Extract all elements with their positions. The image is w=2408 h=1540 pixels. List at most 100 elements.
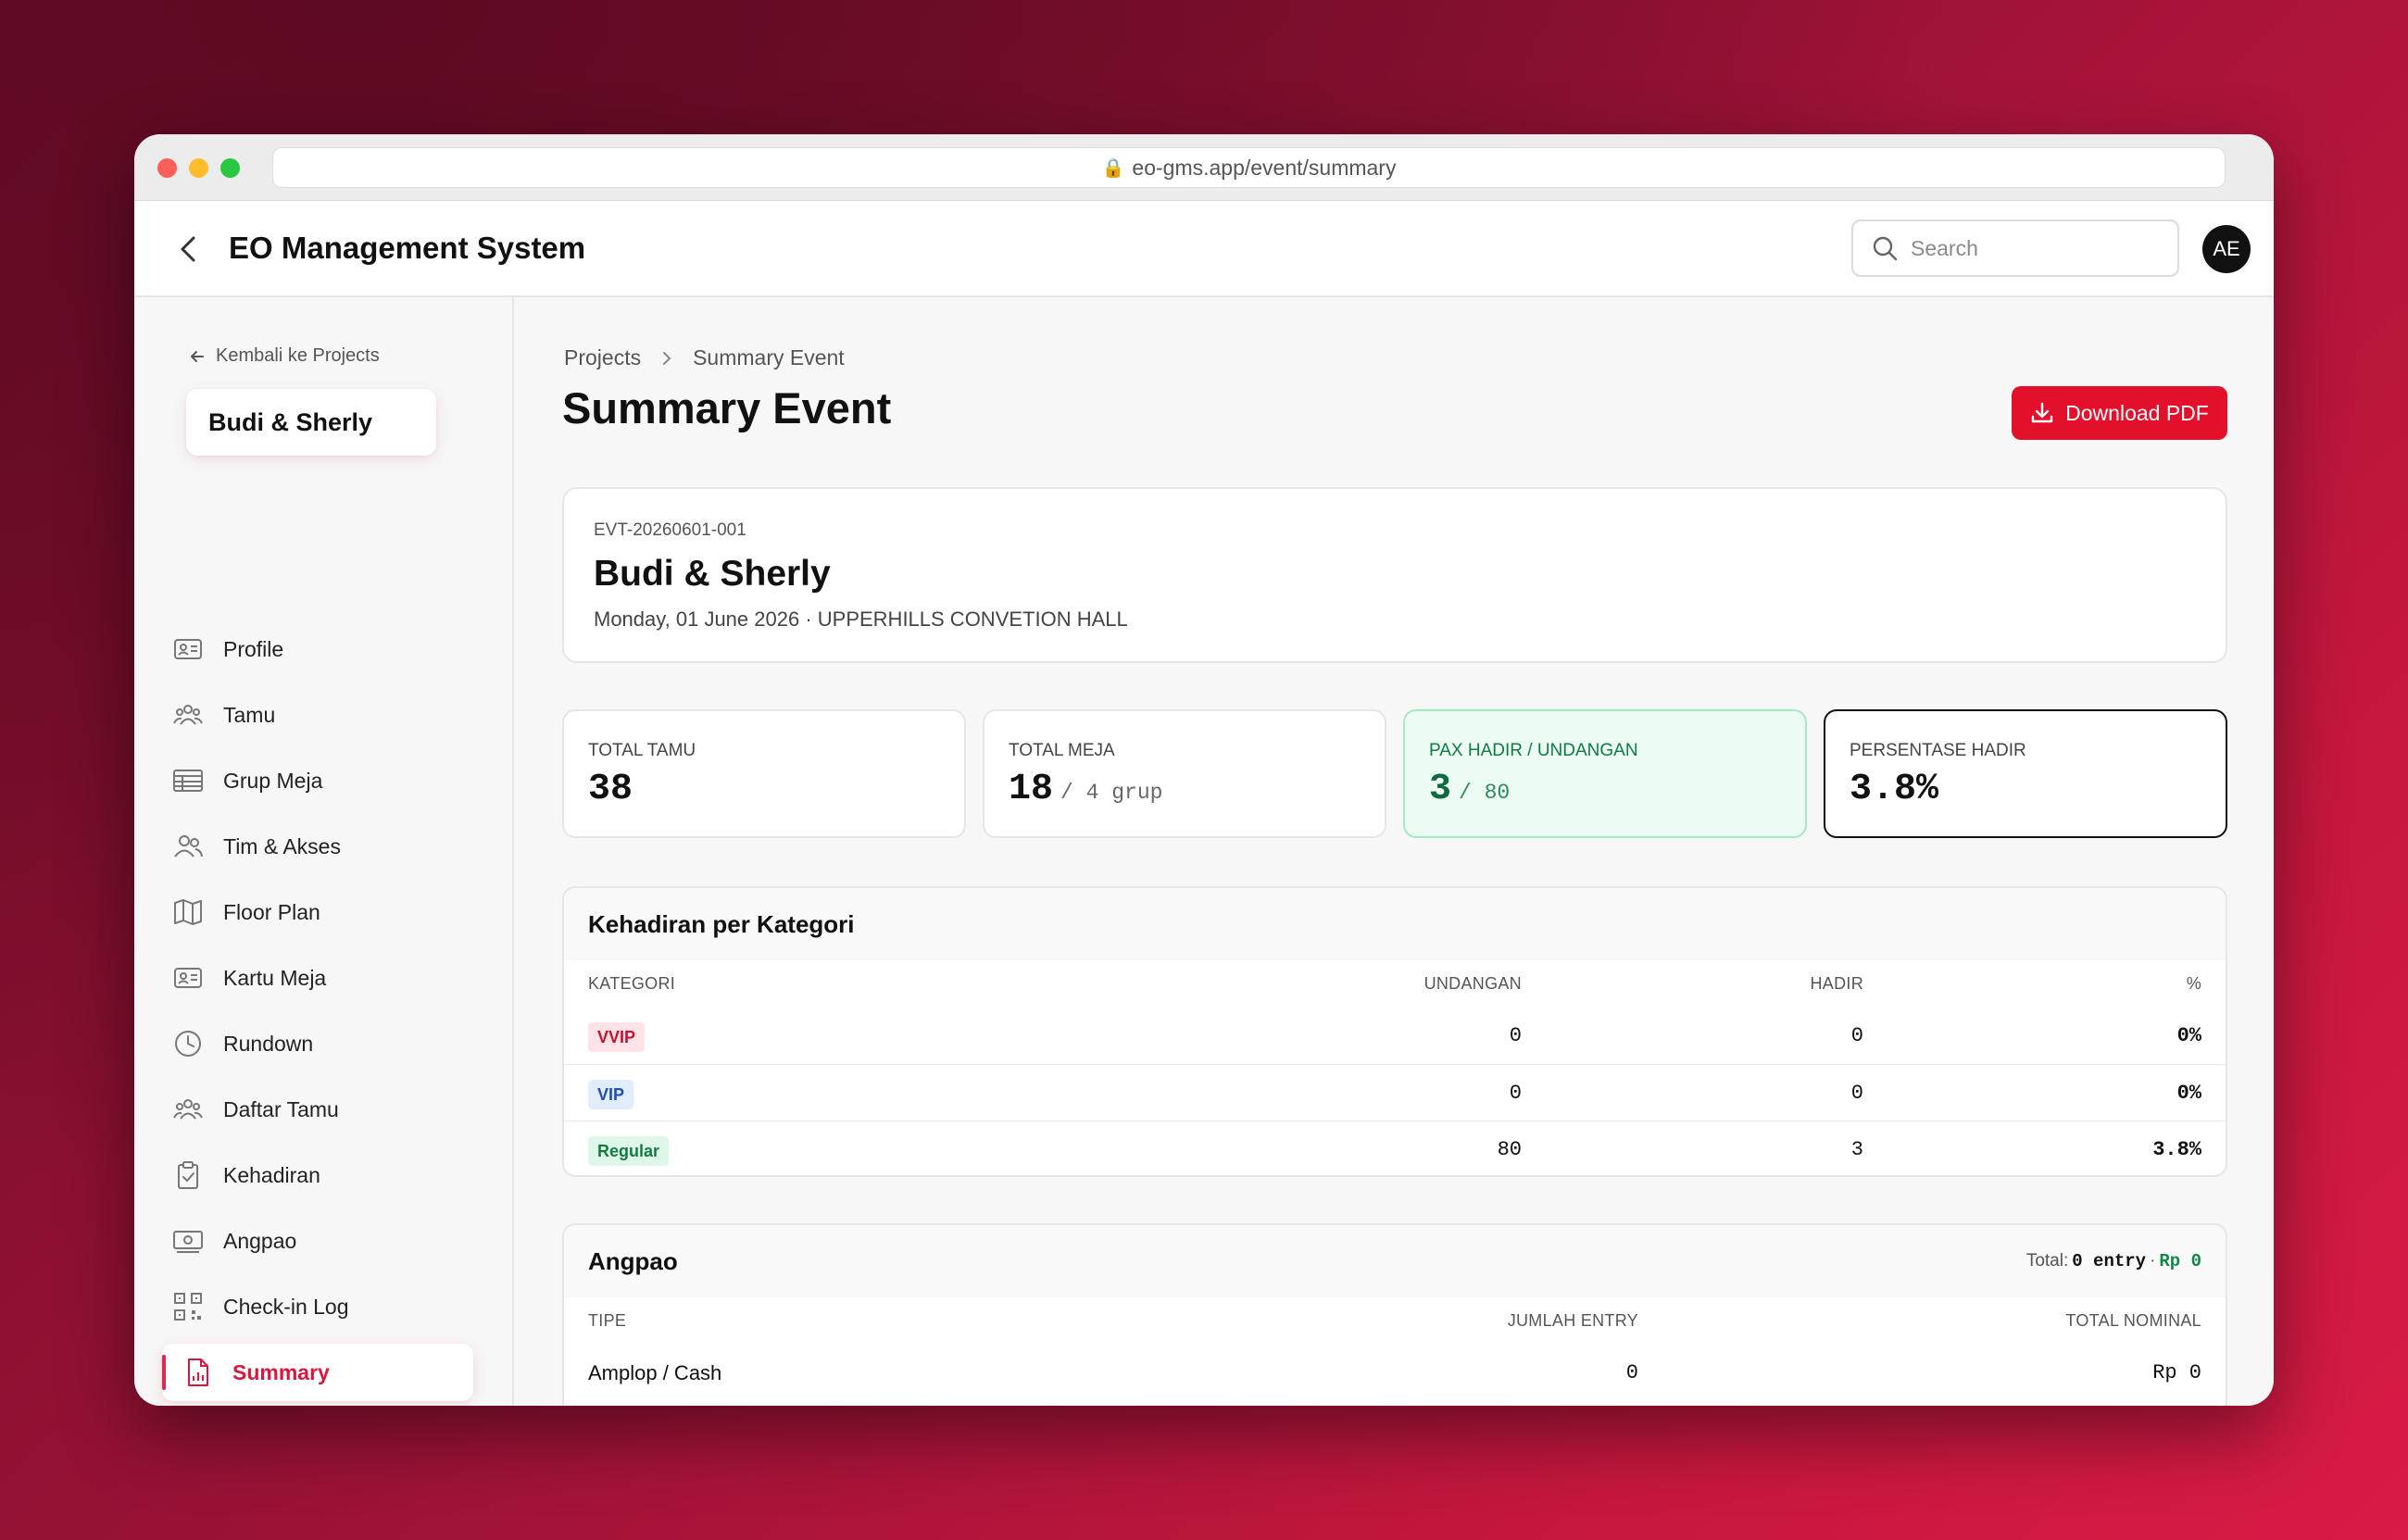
sidebar-item-label: Angpao: [223, 1228, 297, 1253]
sidebar-item-label: Kehadiran: [223, 1162, 320, 1187]
sidebar-item-label: Daftar Tamu: [223, 1096, 339, 1121]
browser-window: 🔒 eo-gms.app/event/summary EO Management…: [134, 134, 2274, 1406]
sidebar-item-profile[interactable]: Profile: [171, 621, 477, 677]
back-to-projects-link[interactable]: Kembali ke Projects: [188, 345, 380, 367]
guest-list-icon: [171, 1093, 205, 1126]
angpao-total: Total: 0 entry · Rp 0: [2026, 1251, 2201, 1271]
search-box[interactable]: [1851, 219, 2179, 277]
stat-label: PAX HADIR / UNDANGAN: [1429, 741, 1638, 760]
maximize-window-button[interactable]: [220, 158, 240, 178]
app-header: EO Management System AE: [134, 201, 2274, 297]
table-icon: [171, 764, 205, 797]
money-icon: [171, 1224, 205, 1258]
hadir-value: 3: [1850, 1138, 1863, 1161]
sidebar-item-label: Summary: [232, 1359, 330, 1384]
undangan-value: 80: [1497, 1138, 1522, 1161]
sidebar-item-daftar-tamu[interactable]: Daftar Tamu: [171, 1082, 477, 1137]
stat-number: 38: [588, 769, 633, 810]
stat-value: 3.8%: [1850, 769, 1938, 810]
sidebar-item-label: Profile: [223, 636, 284, 661]
stat-value: 38: [588, 769, 633, 810]
sidebar-item-label: Rundown: [223, 1031, 314, 1056]
sidebar-item-tim-akses[interactable]: Tim & Akses: [171, 819, 477, 874]
clipboard-check-icon: [171, 1158, 205, 1192]
sidebar-item-tamu[interactable]: Tamu: [171, 687, 477, 743]
angpao-total-entries: 0 entry: [2072, 1251, 2147, 1271]
url-bar[interactable]: 🔒 eo-gms.app/event/summary: [272, 147, 2226, 188]
sidebar-item-label: Tamu: [223, 702, 276, 727]
team-icon: [171, 830, 205, 863]
search-input[interactable]: [1911, 235, 2170, 261]
stat-number: 3.8%: [1850, 769, 1939, 810]
sidebar-item-label: Tim & Akses: [223, 833, 341, 858]
sidebar-item-summary[interactable]: Summary: [162, 1344, 473, 1401]
close-window-button[interactable]: [157, 158, 177, 178]
undangan-value: 0: [1509, 1082, 1522, 1105]
url-text: eo-gms.app/event/summary: [1132, 155, 1397, 180]
browser-titlebar: 🔒 eo-gms.app/event/summary: [134, 134, 2274, 201]
qr-code-icon: [171, 1290, 205, 1323]
users-icon: [171, 698, 205, 732]
download-pdf-button[interactable]: Download PDF: [2012, 386, 2227, 440]
nominal-value: Rp 0: [2152, 1361, 2201, 1384]
hadir-value: 0: [1850, 1082, 1863, 1105]
table-row: Amplop / Cash 0 Rp 0: [564, 1345, 2226, 1401]
page-title: Summary Event: [562, 383, 892, 432]
lock-icon: 🔒: [1101, 157, 1125, 179]
column-header-total-nominal: TOTAL NOMINAL: [2065, 1311, 2201, 1330]
angpao-header: Angpao Total: 0 entry · Rp 0: [564, 1225, 2226, 1297]
map-icon: [171, 895, 205, 929]
kehadiran-title: Kehadiran per Kategori: [564, 888, 2226, 960]
stat-total-tamu: TOTAL TAMU 38: [562, 709, 966, 838]
breadcrumb-current: Summary Event: [693, 345, 845, 369]
stat-total-meja: TOTAL MEJA 18/ 4 grup: [983, 709, 1386, 838]
tipe-value: Amplop / Cash: [588, 1361, 722, 1384]
column-header-kategori: KATEGORI: [588, 974, 676, 993]
angpao-total-separator: ·: [2150, 1251, 2156, 1271]
stat-label: TOTAL TAMU: [588, 741, 696, 760]
sidebar-item-grup-meja[interactable]: Grup Meja: [171, 753, 477, 808]
id-card-icon: [171, 632, 205, 666]
chevron-left-icon: [181, 236, 195, 262]
sidebar-item-floor-plan[interactable]: Floor Plan: [171, 884, 477, 940]
percent-value: 0%: [2176, 1024, 2201, 1047]
sidebar-item-label: Check-in Log: [223, 1294, 349, 1319]
stat-value: 18/ 4 grup: [1009, 769, 1162, 810]
table-row: VVIP 0 0 0%: [564, 1008, 2226, 1064]
arrow-left-icon: [191, 350, 204, 362]
angpao-total-label: Total:: [2025, 1251, 2069, 1271]
stat-persentase-hadir: PERSENTASE HADIR 3.8%: [1824, 709, 2227, 838]
column-header-percent: %: [2186, 974, 2201, 993]
category-badge-vip: VIP: [588, 1080, 634, 1109]
back-to-projects-label: Kembali ke Projects: [216, 345, 380, 366]
category-badge-regular: Regular: [588, 1136, 670, 1166]
project-selector[interactable]: Budi & Sherly: [186, 389, 436, 456]
event-meta: Monday, 01 June 2026 · UPPERHILLS CONVET…: [594, 607, 1128, 631]
stat-sub: / 80: [1459, 781, 1511, 805]
card-icon: [171, 961, 205, 995]
sidebar-item-kehadiran[interactable]: Kehadiran: [171, 1147, 477, 1203]
sidebar-item-rundown[interactable]: Rundown: [171, 1016, 477, 1071]
event-id: EVT-20260601-001: [594, 520, 746, 540]
download-icon: [2031, 402, 2053, 423]
back-button[interactable]: [171, 229, 208, 269]
undangan-value: 0: [1509, 1024, 1522, 1047]
sidebar-item-angpao[interactable]: Angpao: [171, 1213, 477, 1269]
column-header-hadir: HADIR: [1810, 974, 1863, 993]
stat-pax-hadir: PAX HADIR / UNDANGAN 3 / 80: [1403, 709, 1807, 838]
sidebar-item-label: Grup Meja: [223, 768, 323, 793]
breadcrumb-projects-link[interactable]: Projects: [564, 345, 642, 369]
chevron-right-icon: [663, 351, 671, 365]
sidebar: Kembali ke Projects Budi & Sherly Profil…: [134, 297, 514, 1406]
minimize-window-button[interactable]: [189, 158, 208, 178]
breadcrumb: Projects Summary Event: [564, 345, 845, 370]
avatar[interactable]: AE: [2202, 225, 2251, 273]
sidebar-item-check-in-log[interactable]: Check-in Log: [171, 1279, 477, 1334]
app-title: EO Management System: [229, 231, 586, 265]
sidebar-item-kartu-meja[interactable]: Kartu Meja: [171, 950, 477, 1006]
column-header-jumlah-entry: JUMLAH ENTRY: [1507, 1311, 1638, 1330]
stat-value: 3 / 80: [1429, 769, 1510, 810]
table-row: VIP 0 0 0%: [564, 1064, 2226, 1121]
main-content: Projects Summary Event Summary Event Dow…: [516, 297, 2274, 1406]
column-header-tipe: TIPE: [588, 1311, 627, 1330]
